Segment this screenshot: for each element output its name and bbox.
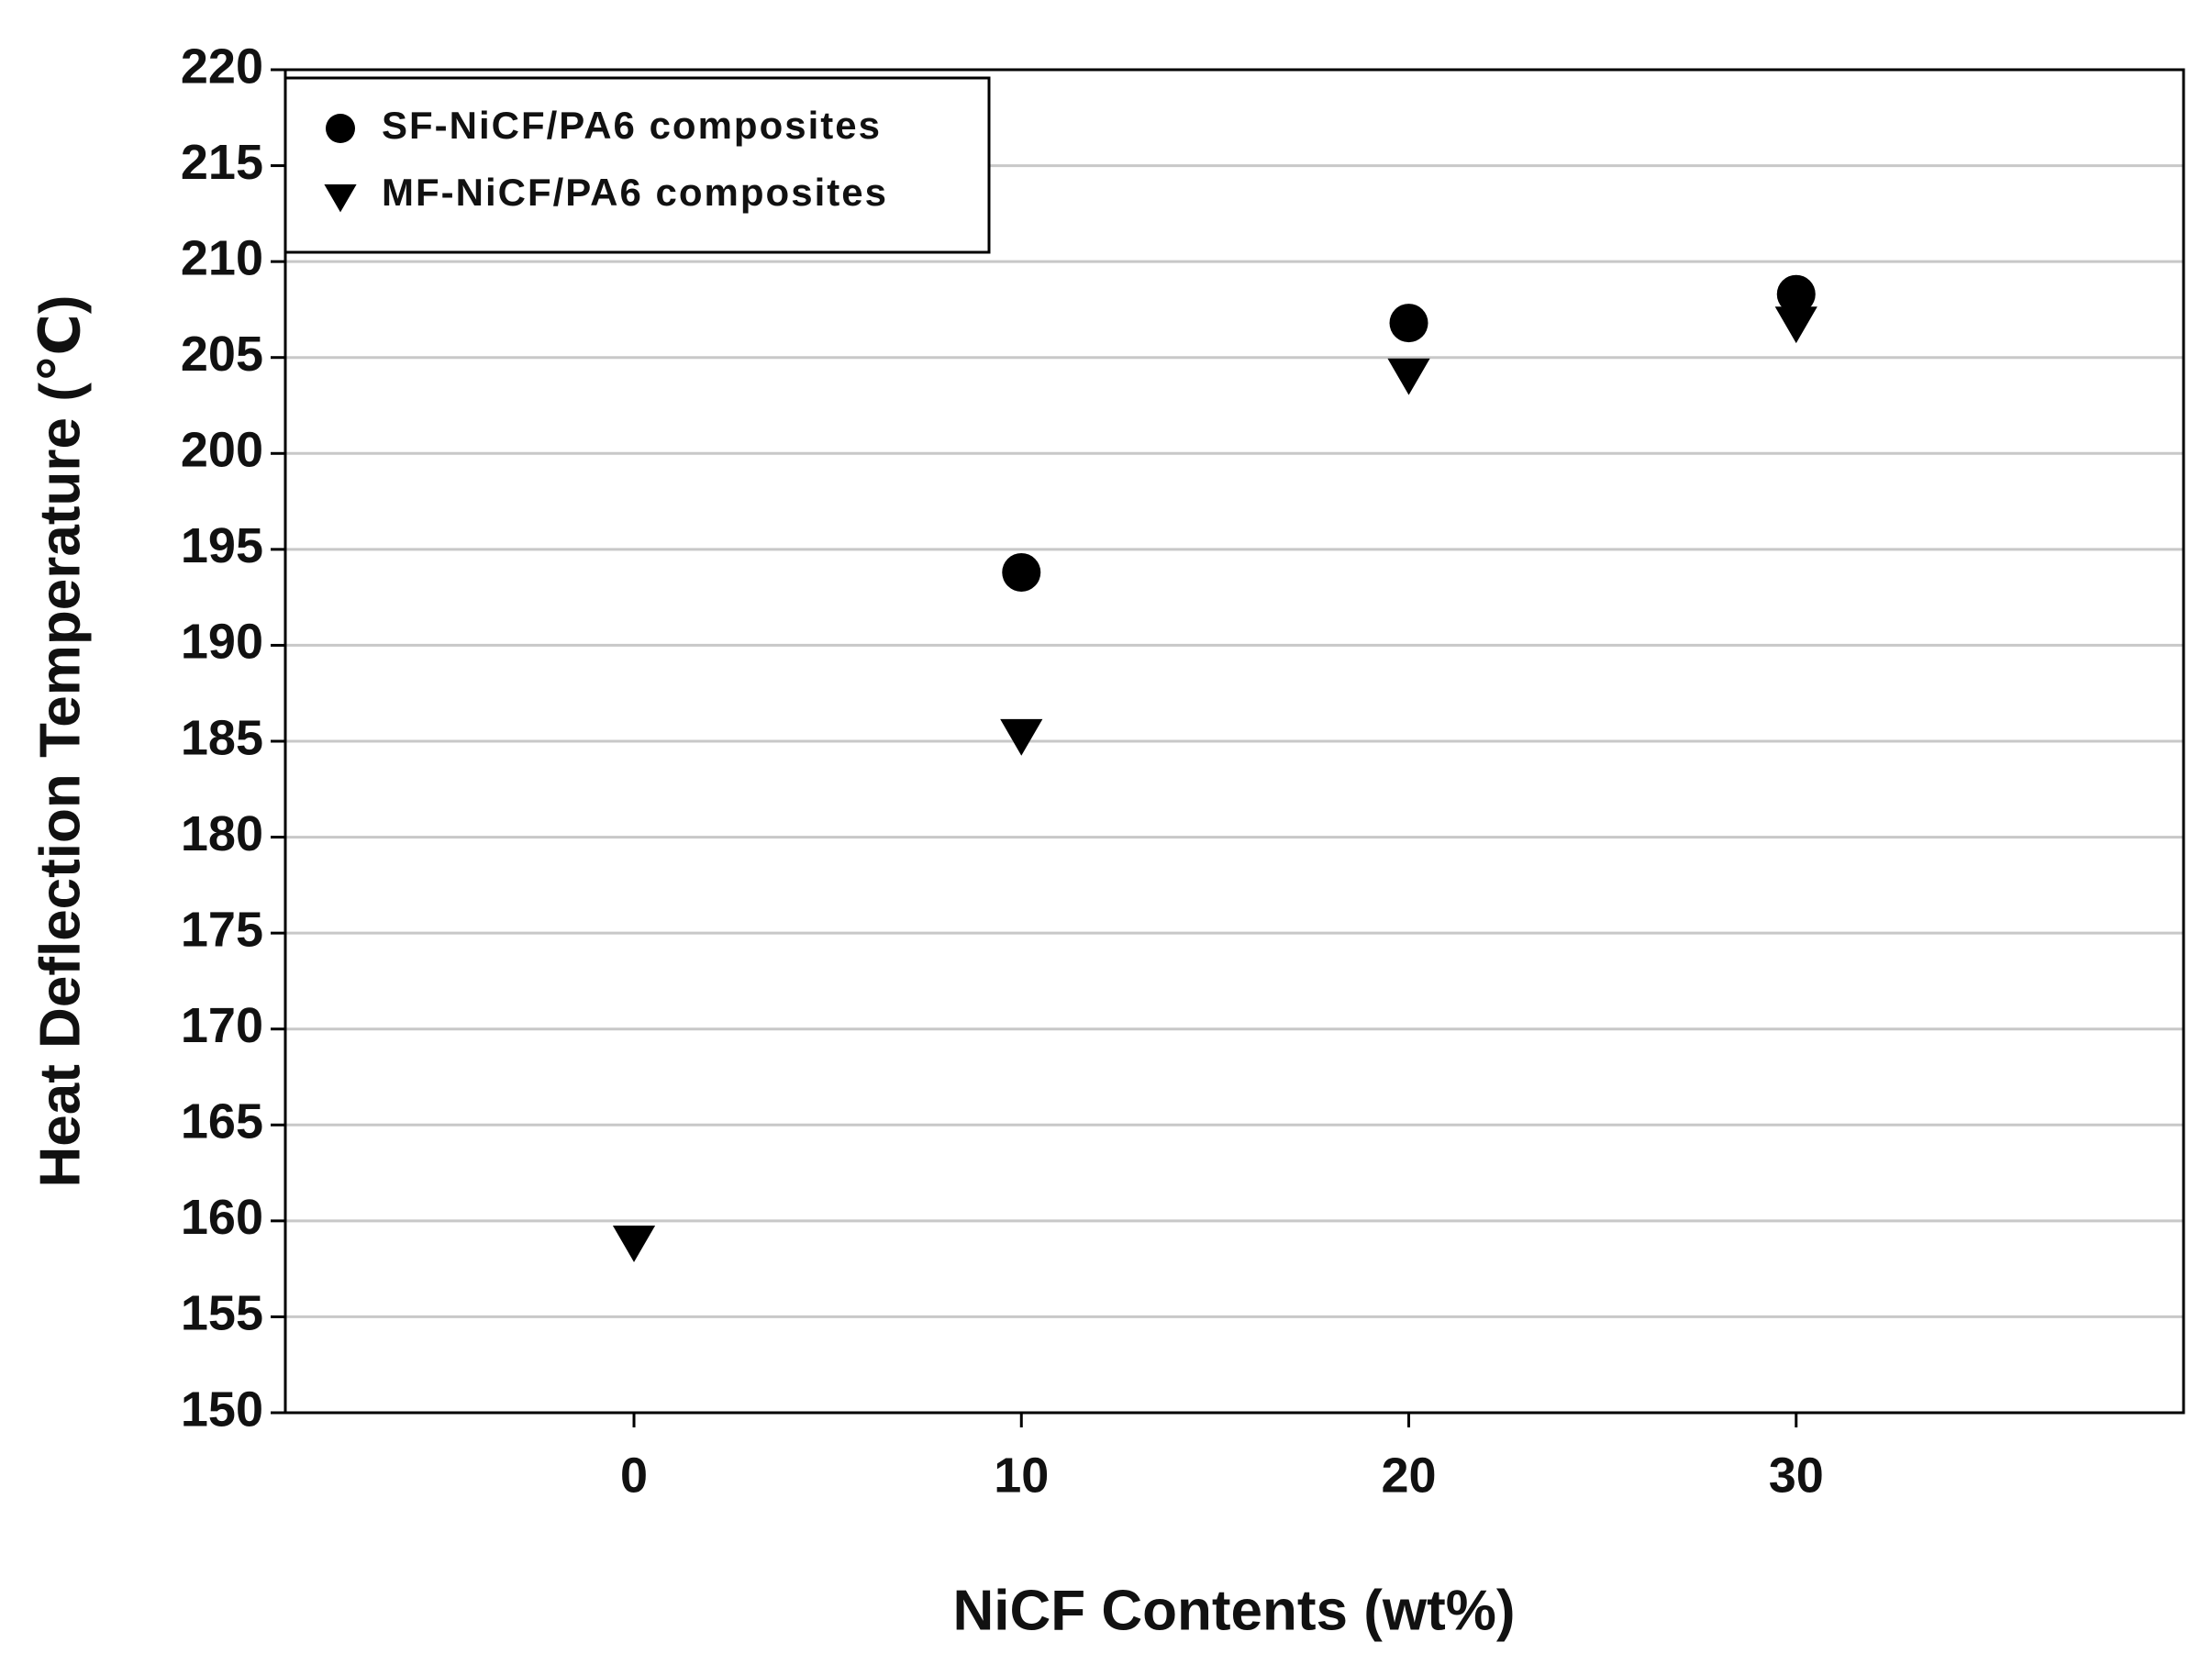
y-tick-label: 185 xyxy=(181,710,263,765)
point xyxy=(1000,718,1043,756)
legend-marker xyxy=(326,114,355,143)
y-tick-label: 155 xyxy=(181,1286,263,1341)
x-tick-label: 30 xyxy=(1769,1448,1824,1503)
point xyxy=(1387,358,1430,395)
y-tick-label: 165 xyxy=(181,1094,263,1149)
point xyxy=(612,1226,656,1262)
legend-box xyxy=(283,76,991,254)
point xyxy=(1002,552,1041,592)
y-axis-title: Heat Deflection Temperature (℃) xyxy=(28,294,92,1187)
x-axis-title: NiCF Contents (wt%) xyxy=(952,1579,1515,1642)
legend-label: SF-NiCF/PA6 composites xyxy=(382,104,882,147)
y-tick-label: 215 xyxy=(181,135,263,190)
plot-frame xyxy=(283,68,2185,1415)
x-tick-label: 20 xyxy=(1381,1448,1436,1503)
y-tick-label: 180 xyxy=(181,806,263,861)
y-tick-label: 220 xyxy=(181,39,263,94)
x-tick-label: 0 xyxy=(620,1448,648,1503)
y-tick-label: 150 xyxy=(181,1382,263,1437)
y-tick-label: 200 xyxy=(181,423,263,478)
legend-marker xyxy=(324,184,357,213)
point xyxy=(1774,306,1817,344)
y-tick-label: 170 xyxy=(181,998,263,1053)
legend-label: MF-NiCF/PA6 composites xyxy=(382,171,888,214)
y-tick-label: 210 xyxy=(181,230,263,285)
y-tick-label: 190 xyxy=(181,615,263,670)
x-tick-label: 10 xyxy=(994,1448,1049,1503)
point xyxy=(1389,304,1428,343)
point xyxy=(1776,274,1816,314)
y-tick-label: 175 xyxy=(181,902,263,957)
y-tick-label: 205 xyxy=(181,327,263,382)
y-tick-label: 160 xyxy=(181,1190,263,1245)
y-tick-label: 195 xyxy=(181,518,263,573)
